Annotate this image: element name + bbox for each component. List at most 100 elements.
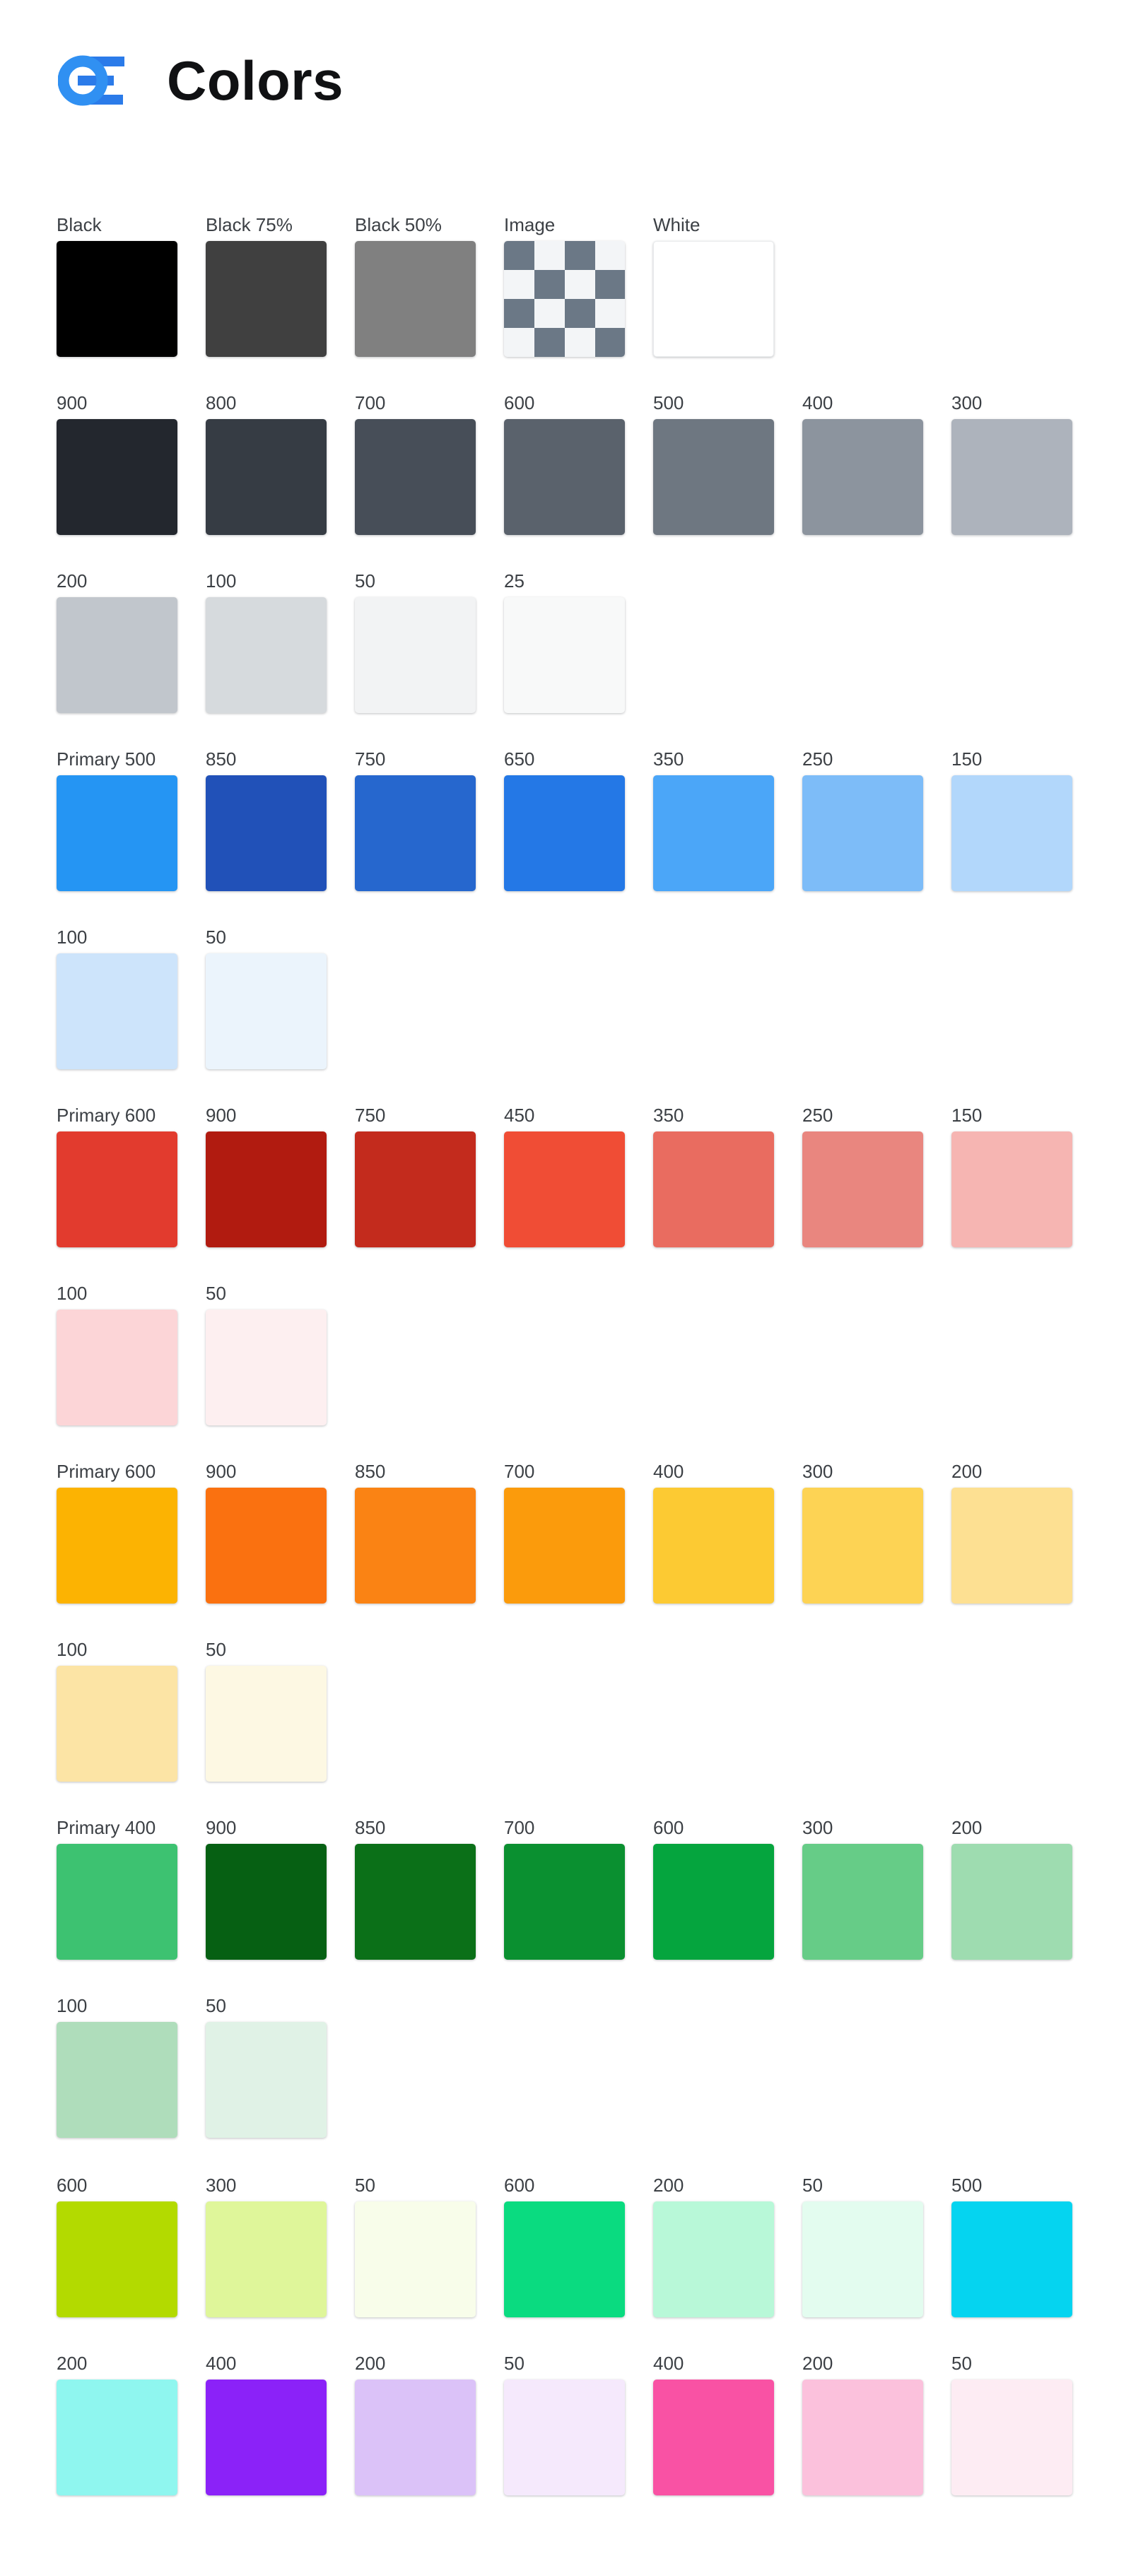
- color-swatch-orange-light-50: [206, 1666, 327, 1782]
- color-swatch-orange-light-100: [57, 1666, 177, 1782]
- color-swatch-orange-main-900: [206, 1488, 327, 1604]
- swatch-label: 900: [57, 392, 88, 413]
- swatch-label: 100: [57, 1639, 88, 1660]
- swatch-label: 350: [653, 748, 684, 770]
- color-swatch-blue-main-primary-500: [57, 775, 177, 891]
- color-swatch-blue-main-250: [802, 775, 923, 891]
- swatch-label: 700: [504, 1817, 535, 1838]
- swatch-cell: 200: [355, 2353, 476, 2495]
- swatch-cell: 100: [57, 927, 177, 1069]
- swatch-label: 500: [653, 392, 684, 413]
- color-swatch-gray-dark-700: [355, 419, 476, 535]
- swatch-label: 200: [57, 570, 88, 592]
- swatch-row-monochrome: Black Black 75% Black 50% Image White: [57, 214, 1131, 357]
- swatch-label: 300: [802, 1817, 833, 1838]
- swatch-label: Primary 400: [57, 1817, 156, 1838]
- color-swatch-accent-2-200: [355, 2380, 476, 2495]
- swatch-cell: 350: [653, 1105, 774, 1247]
- swatch-cell: 200: [57, 570, 177, 713]
- swatch-row-green-main: Primary 400 900 850 700 600 300 200: [57, 1817, 1131, 1960]
- swatch-cell: 200: [951, 1817, 1072, 1960]
- color-swatch-gray-dark-800: [206, 419, 327, 535]
- swatch-label: 400: [653, 1461, 684, 1482]
- swatch-cell: 100: [206, 570, 327, 713]
- color-swatch-gray-dark-300: [951, 419, 1072, 535]
- swatch-label: Primary 600: [57, 1105, 156, 1126]
- color-swatch-gray-light-100: [206, 597, 327, 713]
- color-swatch-orange-main-200: [951, 1488, 1072, 1604]
- swatch-label: 250: [802, 1105, 833, 1126]
- swatch-cell: 200: [57, 2353, 177, 2495]
- color-swatch-gray-dark-600: [504, 419, 625, 535]
- swatch-label: Primary 600: [57, 1461, 156, 1482]
- swatch-cell: 300: [951, 392, 1072, 535]
- color-swatch-red-main-450: [504, 1131, 625, 1247]
- color-swatch-monochrome-black: [57, 241, 177, 357]
- swatch-cell: 25: [504, 570, 625, 713]
- swatch-row-green-light: 100 50: [57, 1995, 1131, 2138]
- color-swatch-orange-main-400: [653, 1488, 774, 1604]
- swatch-cell: 850: [206, 748, 327, 891]
- color-swatch-gray-dark-900: [57, 419, 177, 535]
- color-swatch-gray-light-50: [355, 597, 476, 713]
- color-swatch-orange-main-300: [802, 1488, 923, 1604]
- color-swatch-red-main-900: [206, 1131, 327, 1247]
- swatch-label: 50: [355, 570, 375, 592]
- swatch-label: 100: [57, 927, 88, 948]
- swatch-label: 50: [951, 2353, 972, 2374]
- swatch-cell: 900: [206, 1817, 327, 1960]
- color-swatch-accent-1-600: [504, 2201, 625, 2317]
- color-swatch-accent-2-400: [206, 2380, 327, 2495]
- swatch-label: 700: [504, 1461, 535, 1482]
- swatch-label: 850: [355, 1817, 386, 1838]
- swatch-label: 300: [802, 1461, 833, 1482]
- swatch-cell: 300: [206, 2175, 327, 2317]
- swatch-cell: 150: [951, 748, 1072, 891]
- swatch-row-accent-1: 600 300 50 600 200 50 500: [57, 2175, 1131, 2317]
- color-swatch-orange-main-700: [504, 1488, 625, 1604]
- swatch-label: 650: [504, 748, 535, 770]
- swatch-label: 50: [206, 1995, 226, 2016]
- swatch-label: 500: [951, 2175, 983, 2196]
- swatch-label: 100: [57, 1995, 88, 2016]
- color-swatch-green-main-300: [802, 1844, 923, 1960]
- swatch-row-gray-dark: 900 800 700 600 500 400 300: [57, 392, 1131, 535]
- color-swatch-monochrome-black-75-: [206, 241, 327, 357]
- swatch-cell: 800: [206, 392, 327, 535]
- color-swatch-accent-2-50: [951, 2380, 1072, 2495]
- logo-ring: [58, 55, 108, 106]
- swatch-cell: 450: [504, 1105, 625, 1247]
- color-swatch-accent-1-600: [57, 2201, 177, 2317]
- swatch-cell: 900: [57, 392, 177, 535]
- swatch-cell: Black: [57, 214, 177, 357]
- swatch-row-accent-2: 200 400 200 50 400 200 50: [57, 2353, 1131, 2495]
- swatch-label: Primary 500: [57, 748, 156, 770]
- swatch-label: 850: [355, 1461, 386, 1482]
- swatch-cell: 900: [206, 1461, 327, 1604]
- swatch-label: 600: [653, 1817, 684, 1838]
- color-swatch-accent-1-50: [355, 2201, 476, 2317]
- swatch-label: 200: [653, 2175, 684, 2196]
- swatch-cell: 600: [504, 2175, 625, 2317]
- swatch-label: 50: [504, 2353, 525, 2374]
- swatch-cell: 300: [802, 1461, 923, 1604]
- swatch-label: 100: [57, 1283, 88, 1304]
- color-swatch-grid: Black Black 75% Black 50% Image White 900 800 7…: [0, 214, 1131, 2576]
- swatch-cell: 700: [504, 1817, 625, 1960]
- swatch-label: 600: [504, 392, 535, 413]
- swatch-label: 200: [951, 1461, 983, 1482]
- color-swatch-monochrome-black-50-: [355, 241, 476, 357]
- swatch-cell: Black 50%: [355, 214, 476, 357]
- swatch-label: 400: [802, 392, 833, 413]
- color-swatch-gray-light-25: [504, 597, 625, 713]
- page-header: Colors: [0, 0, 1131, 108]
- swatch-label: 25: [504, 570, 525, 592]
- swatch-cell: 250: [802, 1105, 923, 1247]
- swatch-cell: 650: [504, 748, 625, 891]
- swatch-cell: Black 75%: [206, 214, 327, 357]
- swatch-cell: 700: [504, 1461, 625, 1604]
- swatch-label: Black: [57, 214, 102, 235]
- swatch-cell: 400: [802, 392, 923, 535]
- swatch-label: 300: [206, 2175, 237, 2196]
